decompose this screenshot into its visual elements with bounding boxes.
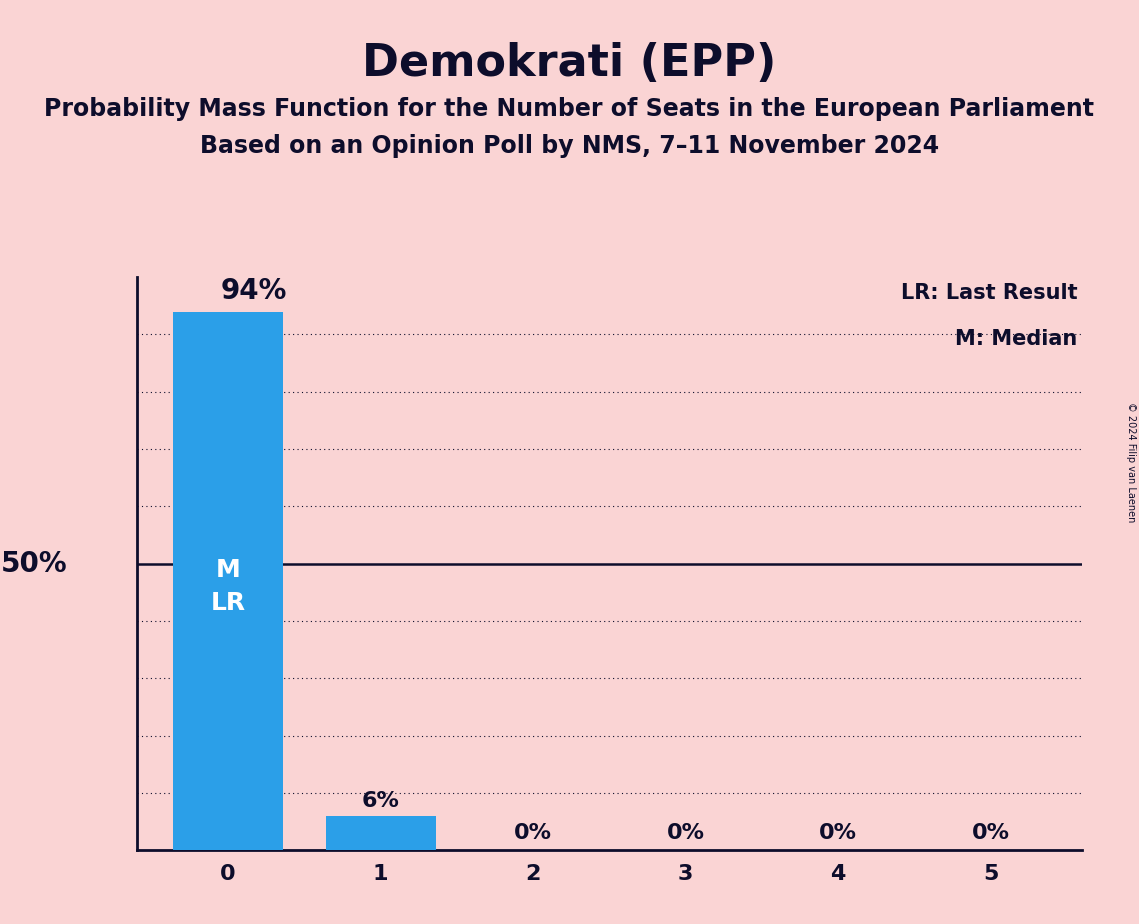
Text: 0%: 0% — [514, 823, 552, 844]
Text: Probability Mass Function for the Number of Seats in the European Parliament: Probability Mass Function for the Number… — [44, 97, 1095, 121]
Text: M
LR: M LR — [211, 558, 246, 615]
Text: 0%: 0% — [972, 823, 1009, 844]
Bar — [326, 816, 435, 850]
Text: © 2024 Filip van Laenen: © 2024 Filip van Laenen — [1126, 402, 1136, 522]
Text: Based on an Opinion Poll by NMS, 7–11 November 2024: Based on an Opinion Poll by NMS, 7–11 No… — [200, 134, 939, 158]
Text: 94%: 94% — [221, 276, 287, 305]
Text: M: Median: M: Median — [956, 329, 1077, 348]
Text: 0%: 0% — [819, 823, 857, 844]
Text: 50%: 50% — [1, 550, 67, 578]
Text: LR: Last Result: LR: Last Result — [901, 283, 1077, 303]
Bar — [173, 311, 284, 850]
Text: Demokrati (EPP): Demokrati (EPP) — [362, 42, 777, 85]
Text: 6%: 6% — [362, 791, 400, 811]
Text: 0%: 0% — [666, 823, 705, 844]
